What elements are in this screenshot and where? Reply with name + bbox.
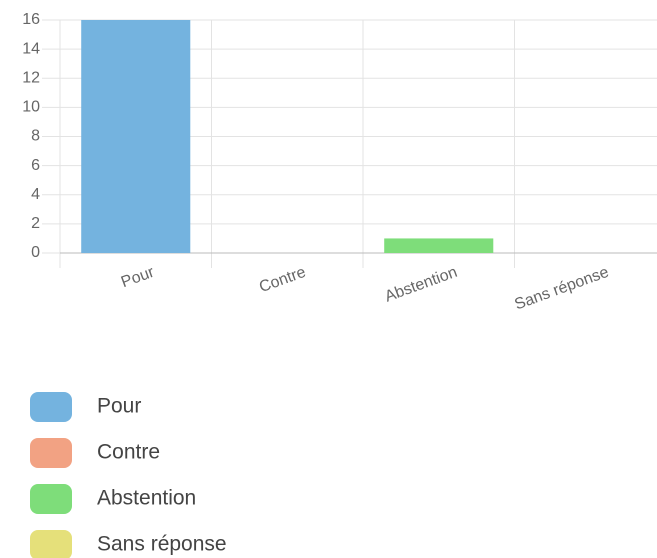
legend-swatch [30, 530, 72, 558]
y-tick-label: 8 [31, 128, 40, 145]
legend-swatch [30, 392, 72, 422]
y-tick-label: 6 [31, 157, 40, 174]
y-tick-label: 4 [31, 186, 40, 203]
legend-label: Sans réponse [97, 533, 227, 556]
bar [384, 238, 494, 253]
y-tick-label: 2 [31, 215, 40, 232]
y-tick-label: 14 [22, 40, 40, 57]
legend-swatch [30, 484, 72, 514]
bar [81, 20, 191, 253]
x-tick-label: Sans réponse [512, 264, 611, 314]
x-tick-label: Pour [119, 264, 157, 292]
y-tick-label: 0 [31, 244, 40, 261]
y-tick-label: 16 [22, 11, 40, 28]
y-tick-label: 10 [22, 99, 40, 116]
legend-label: Contre [97, 441, 160, 464]
y-tick-label: 12 [22, 69, 40, 86]
x-tick-label: Abstention [383, 264, 460, 306]
x-tick-label: Contre [257, 264, 308, 296]
legend-label: Abstention [97, 487, 196, 510]
legend-label: Pour [97, 395, 141, 418]
legend-swatch [30, 438, 72, 468]
